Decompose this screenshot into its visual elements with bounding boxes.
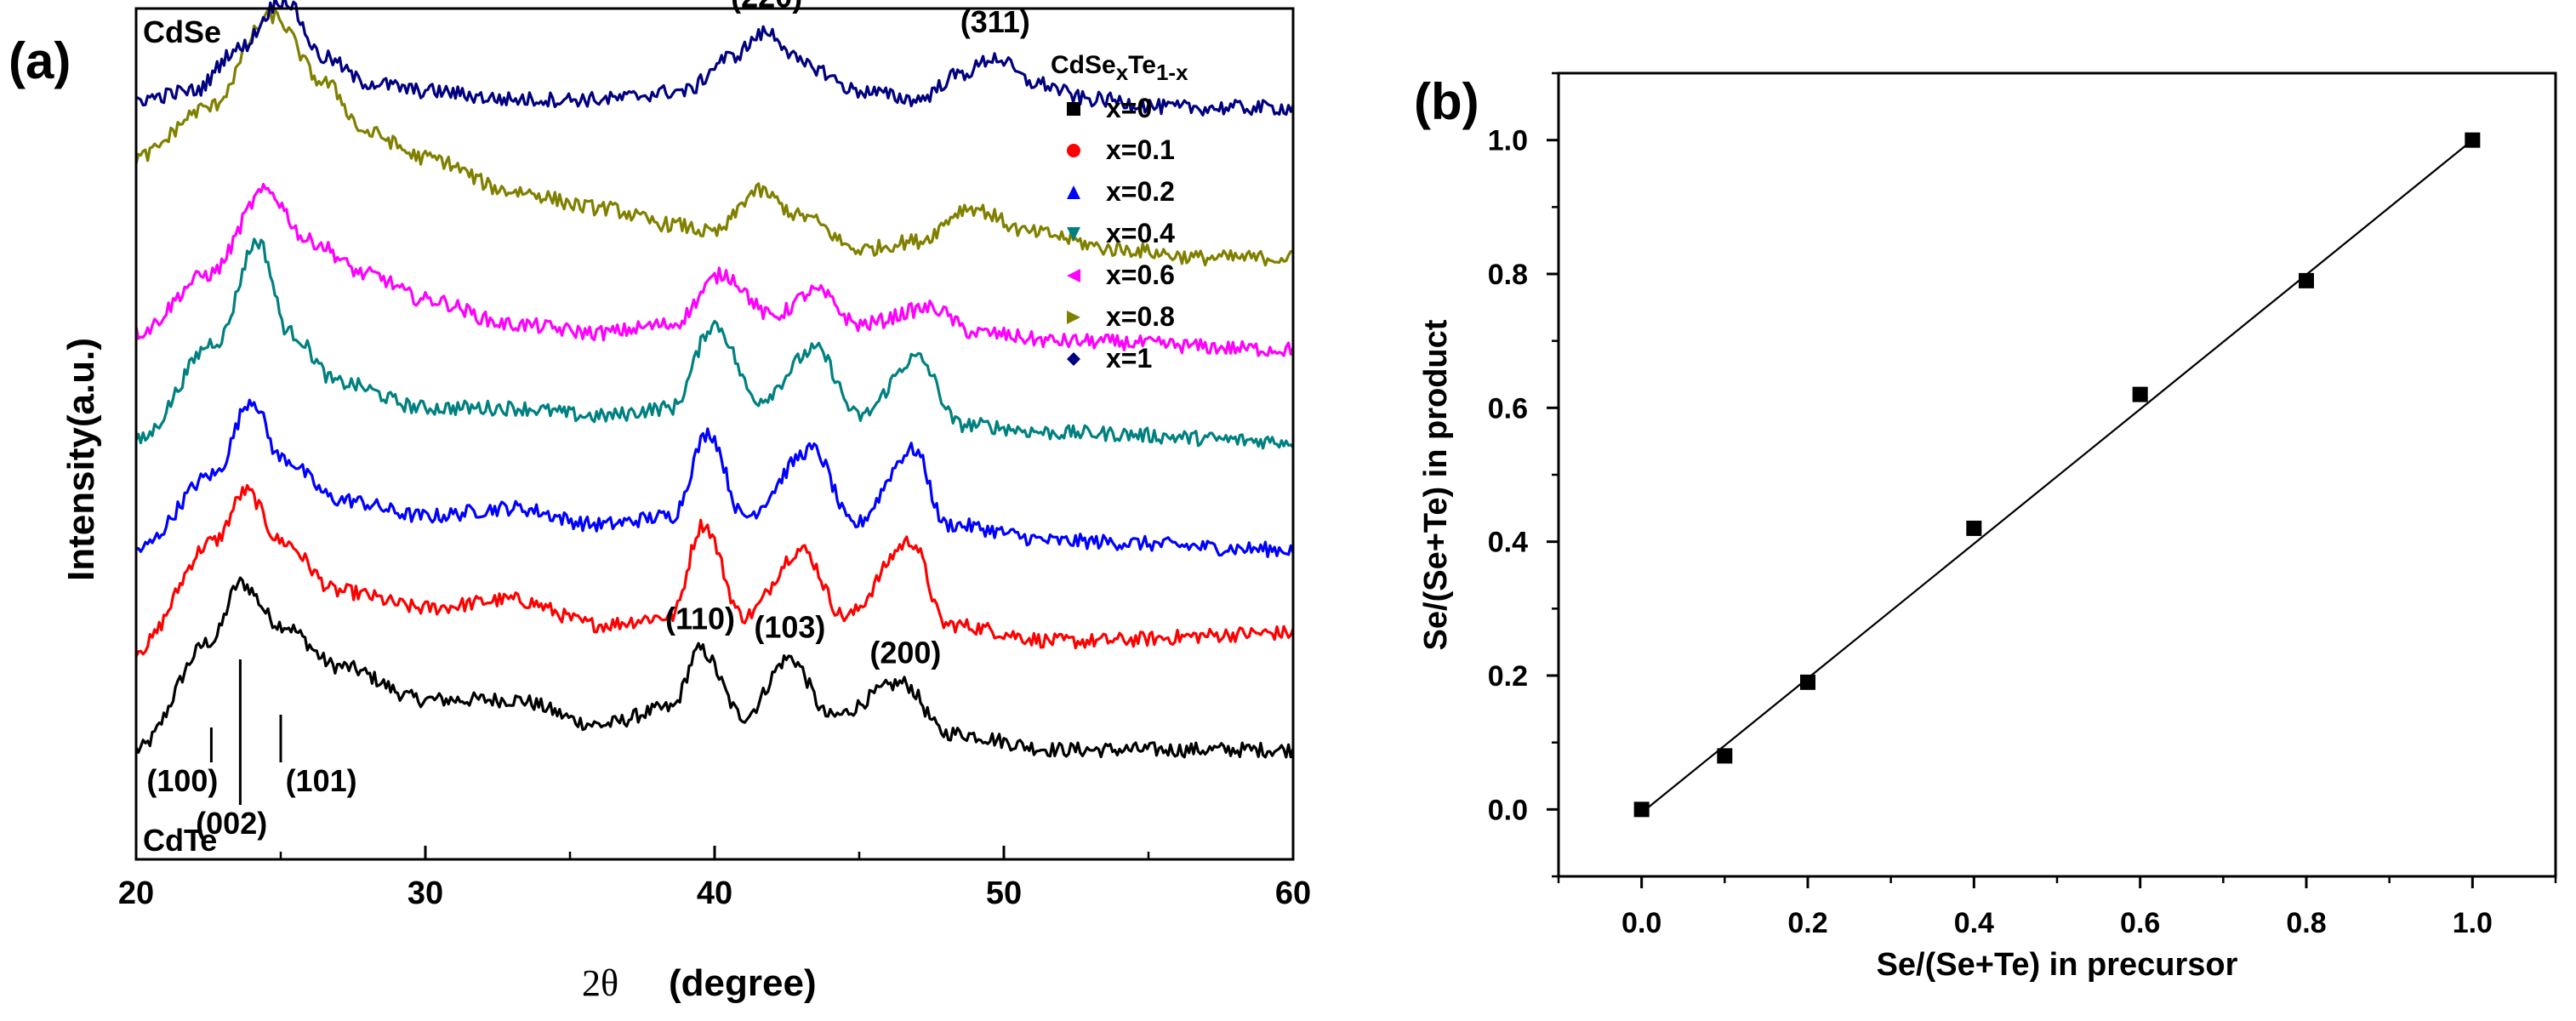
cdte-peak-label: (103)	[754, 609, 825, 644]
panel-a-x-ticks: 20 30 40 50 60	[118, 846, 1311, 911]
panel-b-marks	[1633, 132, 2481, 818]
legend-label: x=0.1	[1106, 134, 1175, 165]
series-x-0_2	[135, 398, 1295, 558]
legend-label: x=1	[1106, 343, 1152, 374]
y-tick-label: 0.2	[1488, 660, 1528, 693]
series-x-0_6	[134, 182, 1295, 357]
x-tick-label: 20	[118, 876, 154, 911]
y-tick-label: 0.4	[1488, 527, 1528, 559]
cdse-top-label: CdSe	[143, 14, 221, 49]
series-line	[134, 182, 1295, 357]
panel-a-legend: CdSexTe1-x x=0 x=0.1 x=0.2 x=0.4 x=0.6 x=0.8 x…	[1051, 51, 1188, 374]
panel-b-y-axis-label: Se/(Se+Te) in product	[1418, 319, 1454, 650]
x-tick-label: 0.2	[1787, 907, 1827, 939]
x-tick-label: 50	[986, 876, 1022, 911]
series-x-0_1	[134, 483, 1295, 658]
x-tick-label: 0.4	[1954, 907, 1994, 939]
y-tick-label: 1.0	[1488, 125, 1528, 157]
panel-a-y-axis-label: Intensity(a.u.)	[60, 338, 102, 581]
data-point	[1633, 801, 1650, 818]
x-tick-label: 1.0	[2453, 907, 2493, 939]
panel-a-xrd-chart: (a) 20 30 40 50 60 Intensity(a.u.) 2θ (degre…	[9, 0, 1311, 1004]
legend-marker	[1067, 311, 1080, 324]
cdse-peak-label: (311)	[960, 4, 1030, 39]
legend-label: x=0.8	[1106, 301, 1175, 332]
x-tick-label: 30	[407, 876, 443, 911]
x-tick-label: 60	[1275, 876, 1311, 911]
x-tick-label: 0.6	[2120, 907, 2160, 939]
fit-line	[1640, 139, 2474, 814]
data-point	[2132, 386, 2148, 402]
legend-marker	[1067, 144, 1080, 157]
data-point	[1800, 674, 1815, 690]
panel-a-series-group	[134, 0, 1295, 759]
series-line	[134, 237, 1295, 450]
legend-label: x=0.2	[1106, 176, 1175, 207]
y-tick-label: 0.6	[1488, 392, 1528, 425]
series-line	[135, 398, 1295, 558]
legend-marker	[1067, 269, 1080, 282]
legend-label: x=0.6	[1106, 260, 1175, 290]
series-x-0	[134, 576, 1295, 759]
series-x-0_4	[134, 237, 1295, 450]
legend-title: CdSexTe1-x	[1051, 51, 1188, 85]
x-tick-label: 0.8	[2286, 907, 2326, 939]
panel-b-ticks: 0.0 0.2 0.4 0.6 0.8 1.0 0.0 0.2 0.4 0.6 0.8 1.0	[1488, 71, 2557, 939]
legend-marker	[1067, 102, 1080, 116]
panel-b-x-axis-label: Se/(Se+Te) in precursor	[1877, 947, 2238, 983]
legend-label: x=0.4	[1106, 218, 1175, 248]
legend-marker	[1067, 185, 1080, 199]
data-point	[2465, 132, 2481, 148]
legend-marker	[1067, 227, 1080, 241]
series-line	[134, 483, 1295, 658]
series-line	[135, 0, 1295, 117]
cdte-peak-label: (110)	[665, 602, 735, 636]
legend-label: x=0	[1106, 93, 1152, 123]
panel-a-x-axis-label: (degree)	[669, 962, 817, 1004]
x-tick-label: 40	[697, 876, 732, 911]
panel-a-x-axis-symbol: 2θ	[582, 962, 618, 1004]
data-point	[1966, 520, 1982, 536]
y-tick-label: 0.0	[1488, 794, 1528, 826]
series-x-0_8	[134, 8, 1294, 267]
data-point	[1717, 748, 1733, 764]
cdte-bottom-label: CdTe	[143, 823, 217, 858]
cdte-peak-label: (200)	[869, 635, 941, 670]
series-x-1	[135, 0, 1295, 117]
panel-a-peak-annotations: (111)(220)(311)(110)(103)(200)(100)(002)…	[146, 0, 1029, 841]
series-line	[134, 8, 1294, 267]
panel-b-label: (b)	[1414, 73, 1479, 130]
panel-a-label: (a)	[9, 32, 71, 89]
cdse-peak-label: (220)	[731, 0, 802, 14]
series-line	[134, 576, 1295, 759]
legend-marker	[1067, 352, 1080, 366]
cdte-low-peak-label: (002)	[196, 806, 267, 841]
data-point	[2299, 272, 2314, 288]
y-tick-label: 0.8	[1488, 259, 1528, 291]
cdte-low-peak-label: (100)	[146, 763, 218, 798]
cdte-low-peak-label: (101)	[286, 763, 357, 798]
x-tick-label: 0.0	[1621, 907, 1661, 939]
panel-b-scatter-chart: (b) 0.0 0.2 0.4 0.6 0.8 1.0 0.0 0.2 0.4 0.6 0.8 1.0…	[1414, 71, 2557, 983]
